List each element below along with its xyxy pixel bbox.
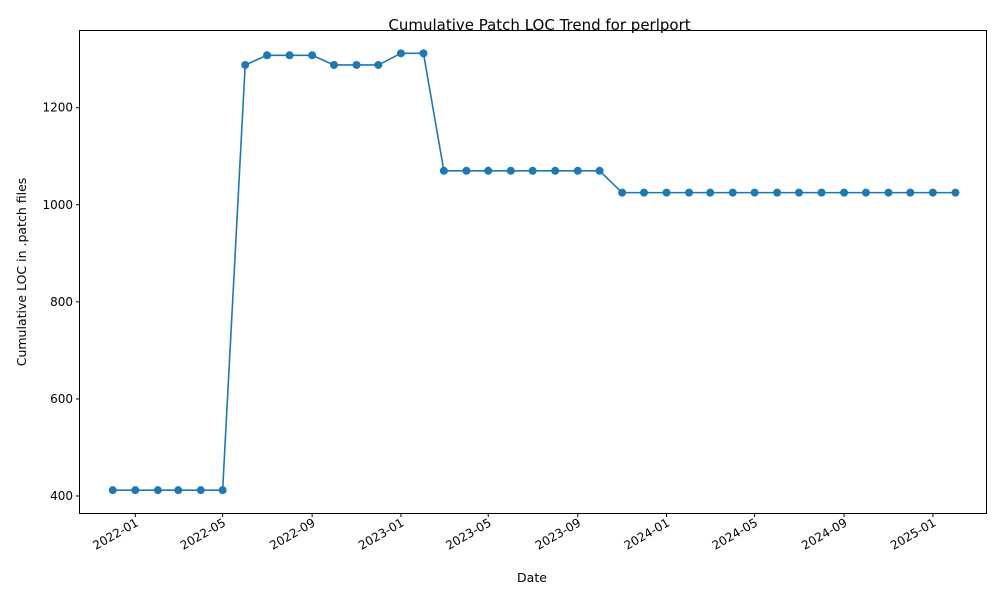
x-axis-label: Date	[517, 570, 547, 585]
data-point	[419, 49, 428, 58]
axes-frame	[79, 30, 987, 514]
y-tick-label: 600	[50, 392, 73, 406]
data-point	[484, 166, 493, 175]
plot-area	[108, 49, 960, 495]
data-point	[884, 188, 893, 197]
y-axis-label: Cumulative LOC in .patch files	[14, 178, 29, 367]
data-point	[196, 486, 205, 495]
data-point	[352, 60, 361, 69]
y-axis: 400 600 800 1000 1200	[42, 101, 80, 503]
y-tick-label: 1200	[42, 101, 73, 115]
data-point	[263, 51, 272, 60]
y-tick-label: 1000	[42, 198, 73, 212]
data-point	[329, 60, 338, 69]
data-point	[174, 486, 183, 495]
data-point	[662, 188, 671, 197]
data-point	[153, 486, 162, 495]
data-point	[750, 188, 759, 197]
data-point	[308, 51, 317, 60]
data-point	[439, 166, 448, 175]
data-point	[595, 166, 604, 175]
data-point	[573, 166, 582, 175]
data-point	[951, 188, 960, 197]
data-point	[840, 188, 849, 197]
data-point	[706, 188, 715, 197]
data-point	[396, 49, 405, 58]
y-tick-label: 400	[50, 489, 73, 503]
data-point	[861, 188, 870, 197]
data-point	[374, 60, 383, 69]
data-point	[906, 188, 915, 197]
data-point	[794, 188, 803, 197]
data-point	[685, 188, 694, 197]
data-point	[131, 486, 140, 495]
data-point	[817, 188, 826, 197]
data-point	[108, 486, 117, 495]
data-point	[551, 166, 560, 175]
data-point	[928, 188, 937, 197]
y-tick-label: 800	[50, 295, 73, 309]
data-point	[241, 60, 250, 69]
data-point	[506, 166, 515, 175]
data-point	[728, 188, 737, 197]
data-point	[285, 51, 294, 60]
data-point	[218, 486, 227, 495]
chart-title: Cumulative Patch LOC Trend for perlport	[388, 16, 690, 34]
data-point	[618, 188, 627, 197]
data-point	[462, 166, 471, 175]
data-point	[528, 166, 537, 175]
data-point	[773, 188, 782, 197]
data-point	[639, 188, 648, 197]
